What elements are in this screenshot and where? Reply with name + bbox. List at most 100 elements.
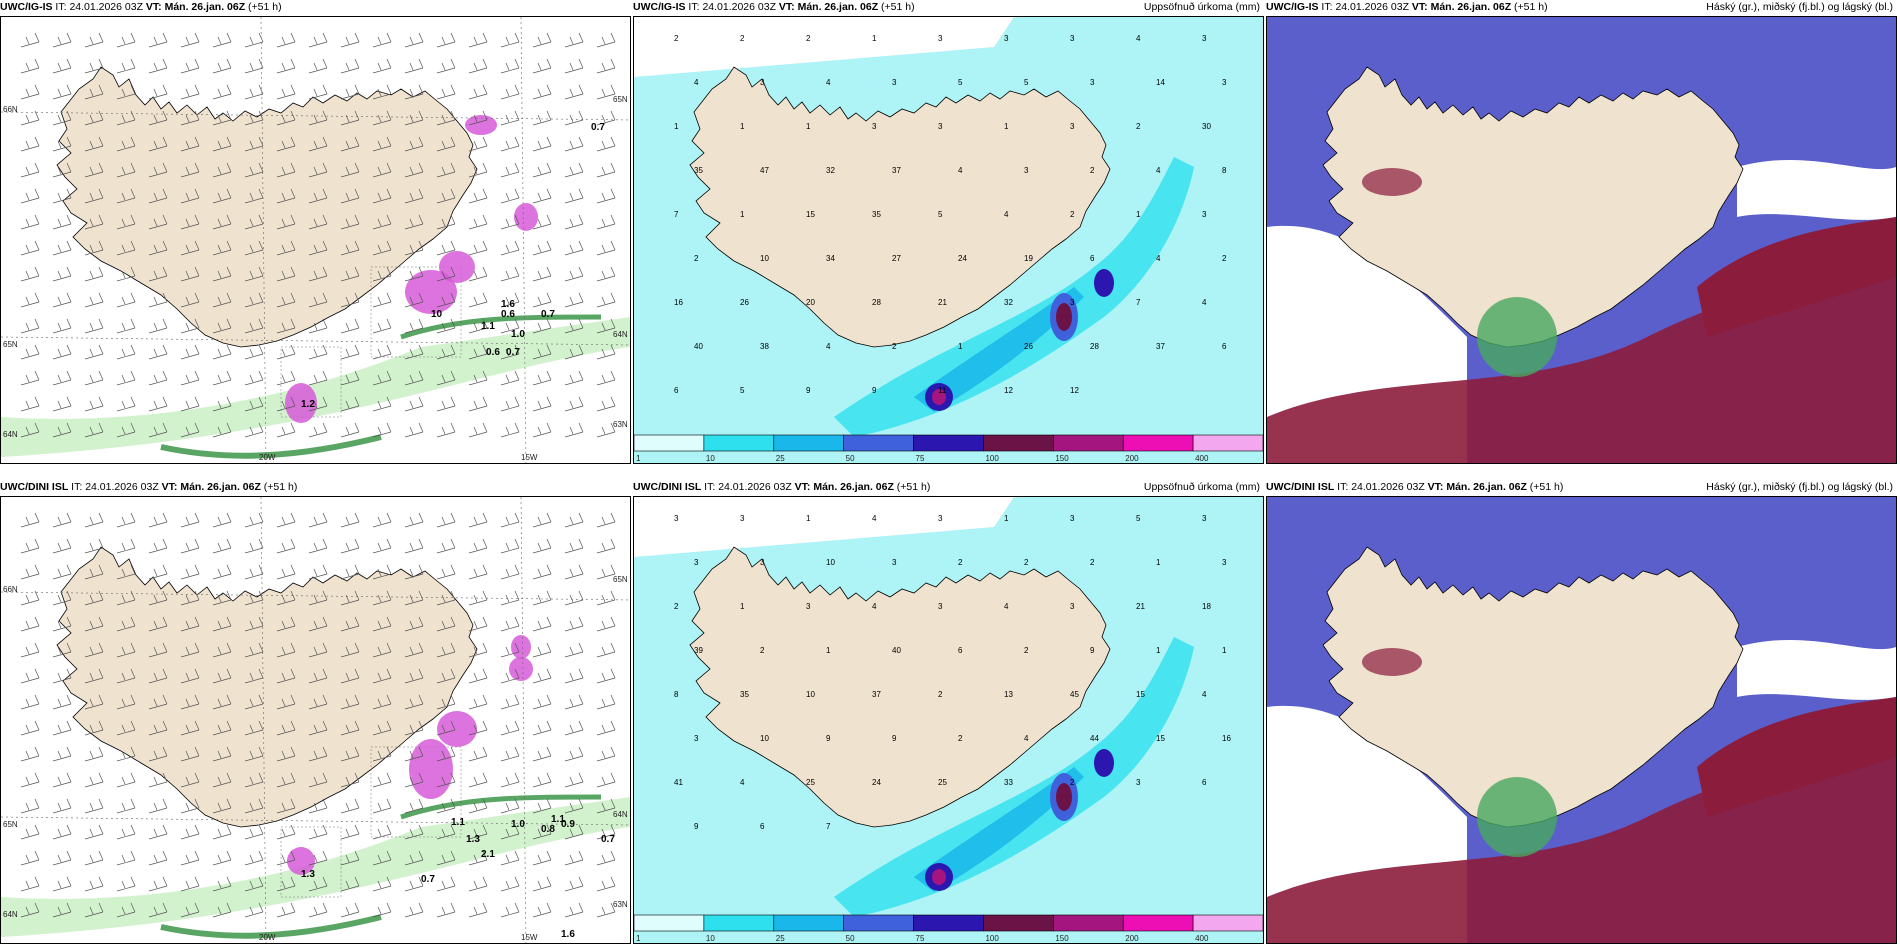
precipitation-blob	[439, 251, 475, 283]
precip-value-label: 16	[1222, 734, 1231, 743]
precipitation-blob	[509, 657, 533, 681]
wind-barb	[436, 32, 456, 48]
wind-barb	[436, 746, 456, 762]
precip-value-label: 3	[1070, 514, 1075, 523]
wind-barb	[532, 58, 552, 74]
wind-barb	[564, 110, 584, 126]
wind-barb	[116, 538, 136, 554]
no-precip-area	[634, 17, 1014, 77]
wind-barb	[564, 188, 584, 204]
wind-barb	[500, 162, 520, 178]
wind-barb	[468, 396, 488, 412]
wind-barb	[372, 564, 392, 580]
wind-barb	[596, 188, 616, 204]
wind-barb	[244, 876, 264, 892]
wind-barb	[372, 214, 392, 230]
wind-barb	[20, 266, 40, 282]
wind-barb	[244, 902, 264, 918]
wind-barb	[116, 798, 136, 814]
wind-barb	[20, 512, 40, 528]
wind-barb	[436, 344, 456, 360]
wind-barb	[244, 188, 264, 204]
wind-barb	[148, 162, 168, 178]
wind-barb	[116, 850, 136, 866]
grid-label: 66N	[3, 105, 18, 114]
precip-value-label: 2	[1136, 122, 1141, 131]
legend-color-box	[913, 434, 984, 452]
wind-barb	[148, 318, 168, 334]
wind-barb	[116, 694, 136, 710]
wind-barb	[436, 110, 456, 126]
wind-barb	[500, 422, 520, 438]
wind-barb	[52, 370, 72, 386]
wind-barb	[116, 188, 136, 204]
wind-barb	[212, 266, 232, 282]
wind-barb	[308, 136, 328, 152]
wind-value-label: 1.0	[511, 329, 525, 340]
wind-barb	[84, 642, 104, 658]
wind-barb	[148, 188, 168, 204]
wind-barb	[372, 824, 392, 840]
wind-barb	[276, 616, 296, 632]
wind-barb	[244, 240, 264, 256]
wind-barb	[212, 162, 232, 178]
wind-barb	[564, 370, 584, 386]
legend-color-box	[1122, 914, 1194, 932]
precip-value-label: 1	[958, 342, 963, 351]
precip-value-label: 9	[1090, 646, 1095, 655]
wind-barb	[436, 396, 456, 412]
precip-value-label: 30	[1202, 122, 1211, 131]
precip-value-label: 1	[1004, 514, 1009, 523]
wind-barb	[148, 798, 168, 814]
wind-barb	[404, 32, 424, 48]
wind-barb	[404, 188, 424, 204]
wind-barb	[180, 292, 200, 308]
legend-label: 50	[846, 934, 855, 943]
wind-barb	[276, 422, 296, 438]
wind-barb	[308, 564, 328, 580]
wind-barb	[468, 772, 488, 788]
grid-label: 65N	[3, 340, 18, 349]
wind-barb	[596, 512, 616, 528]
wind-barb	[468, 720, 488, 736]
precip-value-label: 25	[806, 778, 815, 787]
wind-barb	[468, 58, 488, 74]
wind-barb	[532, 214, 552, 230]
wind-barb	[564, 850, 584, 866]
wind-barb	[116, 902, 136, 918]
precip-value-label: 2	[674, 34, 679, 43]
wind-barb	[52, 538, 72, 554]
wind-barb	[596, 564, 616, 580]
wind-barb	[116, 344, 136, 360]
precip-value-label: 2	[892, 342, 897, 351]
wind-barb	[564, 798, 584, 814]
wind-barb	[372, 538, 392, 554]
precip-core	[1056, 783, 1072, 811]
precip-value-label: 44	[1090, 734, 1099, 743]
legend-label: 400	[1195, 934, 1209, 943]
wind-barb	[308, 590, 328, 606]
grid-label: 64N	[3, 910, 18, 919]
wind-barb	[532, 538, 552, 554]
precip-value-label: 24	[872, 778, 881, 787]
wind-barb	[468, 188, 488, 204]
wind-barb	[20, 188, 40, 204]
wind-barb	[468, 538, 488, 554]
wind-barb	[84, 564, 104, 580]
wind-barb	[436, 902, 456, 918]
wind-barb	[20, 772, 40, 788]
wind-barb	[436, 876, 456, 892]
wind-barb	[84, 746, 104, 762]
wind-barb	[148, 564, 168, 580]
wind-value-label: 0.7	[506, 347, 520, 358]
wind-barb	[468, 616, 488, 632]
wind-barb	[52, 162, 72, 178]
precip-value-label: 6	[1202, 778, 1207, 787]
wind-barb	[596, 240, 616, 256]
wind-barb	[308, 214, 328, 230]
precip-band-cyan	[834, 637, 1194, 917]
wind-barb	[564, 590, 584, 606]
legend-color-box	[1122, 434, 1194, 452]
wind-barb	[532, 642, 552, 658]
wind-barb	[468, 136, 488, 152]
